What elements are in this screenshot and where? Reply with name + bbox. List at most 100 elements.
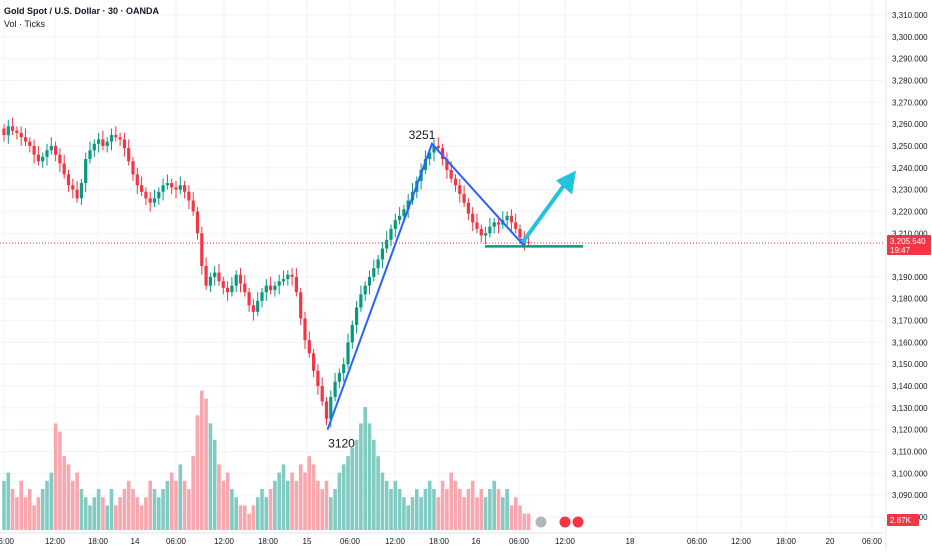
candle-body <box>88 150 92 160</box>
candle-body <box>488 226 492 234</box>
price-axis[interactable]: 3,310.000 3,300.000 3,290.000 3,280.000 3,27… <box>885 0 928 550</box>
candle-body <box>208 276 212 286</box>
time-axis[interactable]: 06:00 12:00 18:00 14 06:00 12:00 18:00 15 06:00 1… <box>0 532 884 546</box>
candle-body <box>329 396 333 419</box>
time-tick-label: 06:00 <box>862 537 883 546</box>
candle-body <box>260 292 264 301</box>
volume-bar <box>286 480 290 530</box>
volume-bar <box>92 497 97 530</box>
candle-body <box>71 185 75 190</box>
volume-bar <box>53 423 58 530</box>
candle-body <box>148 198 152 203</box>
price-tick-label: 3,180.000 <box>892 295 928 304</box>
volume-bar <box>114 505 118 530</box>
volume-bar <box>225 472 230 530</box>
volume-indicator-title[interactable]: Vol · Ticks <box>4 19 46 29</box>
candle-body <box>299 292 303 319</box>
candle-body <box>127 148 131 162</box>
time-tick-label: 16 <box>472 537 481 546</box>
volume-bar <box>234 497 238 530</box>
volume-bar <box>483 497 488 530</box>
candle-body <box>187 191 191 201</box>
volume-bar <box>341 464 346 530</box>
candle-body <box>363 285 367 295</box>
price-tick-label: 3,160.000 <box>892 338 928 347</box>
volume-bar <box>66 464 71 530</box>
volume-bar <box>165 480 170 530</box>
volume-bar <box>23 497 28 530</box>
time-tick-label: 15 <box>303 537 312 546</box>
candle-body <box>6 126 10 136</box>
candle-body <box>320 386 324 402</box>
candle-body <box>105 141 109 146</box>
candle-body <box>256 300 260 312</box>
volume-bar <box>350 448 355 530</box>
candle-body <box>514 222 518 229</box>
volume-bar <box>410 497 415 530</box>
candle-body <box>23 137 28 142</box>
candle-body <box>122 139 126 149</box>
candle-body <box>484 233 488 236</box>
volume-bar <box>376 456 380 530</box>
volume-bar <box>79 489 84 530</box>
volume-bar <box>200 390 204 530</box>
volume-bar <box>346 456 350 530</box>
time-tick-label: 06:00 <box>0 537 15 546</box>
candle-body <box>393 220 397 229</box>
candle-body <box>269 285 273 291</box>
candle-body <box>380 248 384 260</box>
volume-bar <box>320 489 324 530</box>
price-tick-label: 3,270.000 <box>892 98 928 107</box>
volume-bar <box>445 489 449 530</box>
volume-bar <box>217 464 221 530</box>
volume-bar <box>359 423 363 530</box>
grid-lines <box>0 0 884 533</box>
volume-bar <box>526 513 531 530</box>
volume-bar <box>453 480 458 530</box>
price-tick-label: 3,190.000 <box>892 273 928 282</box>
volume-bar <box>238 505 243 530</box>
candle-body <box>19 132 23 138</box>
volume-bar <box>118 497 122 530</box>
candle-body <box>183 185 187 192</box>
trend-path-line <box>326 141 526 431</box>
candle-body <box>441 148 445 160</box>
volume-bar <box>19 480 23 530</box>
volume-bar <box>432 489 436 530</box>
volume-bar <box>406 505 410 530</box>
candle-body <box>307 340 311 354</box>
volume-bar <box>255 497 260 530</box>
symbol-title[interactable]: Gold Spot / U.S. Dollar · 30 · OANDA <box>4 6 160 16</box>
volume-bar <box>518 505 522 530</box>
volume-bar <box>28 489 32 530</box>
candle-body <box>445 159 449 170</box>
candle-body <box>389 228 393 240</box>
volume-bar <box>58 431 62 530</box>
candle-body <box>152 198 157 203</box>
volume-bar <box>380 472 385 530</box>
price-tick-label: 3,280.000 <box>892 76 928 85</box>
volume-bar <box>152 489 157 530</box>
candle-body <box>247 292 251 306</box>
candle-body <box>458 185 462 194</box>
candle-body <box>294 276 298 293</box>
volume-bar <box>333 489 337 530</box>
price-tick-label: 3,140.000 <box>892 382 928 391</box>
candle-body <box>2 128 6 136</box>
price-tick-label: 3,240.000 <box>892 164 928 173</box>
candle-body <box>346 342 350 365</box>
volume-bar <box>522 513 527 530</box>
candle-body <box>49 145 53 151</box>
candle-body <box>230 285 234 293</box>
candle-body <box>213 272 217 277</box>
candle-body <box>79 183 83 199</box>
candle-body <box>359 294 363 308</box>
volume-bar <box>182 480 187 530</box>
candle-body <box>466 202 470 214</box>
volume-bar <box>204 398 208 530</box>
candle-body <box>195 211 200 234</box>
price-tick-label: 3,300.000 <box>892 33 928 42</box>
volume-bar <box>264 497 269 530</box>
